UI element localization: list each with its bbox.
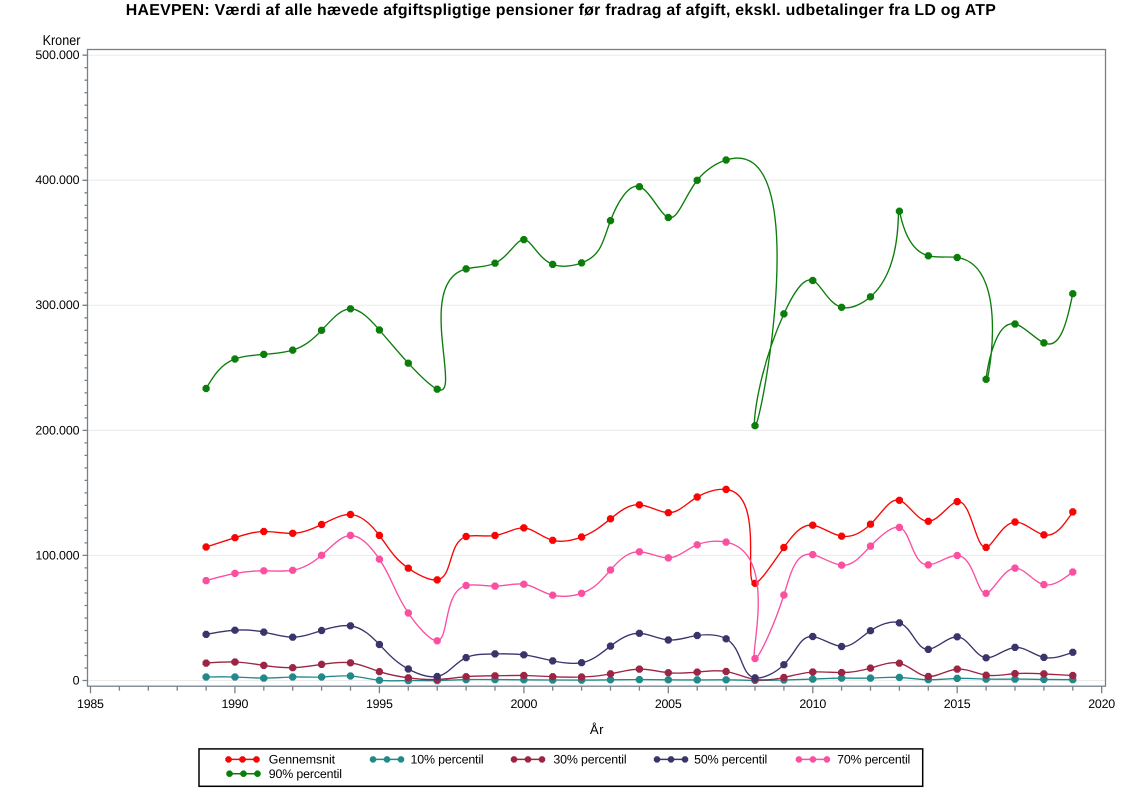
svg-text:Kroner: Kroner	[43, 33, 81, 49]
svg-text:90% percentil: 90% percentil	[269, 767, 342, 781]
svg-text:2000: 2000	[510, 697, 537, 711]
svg-text:400.000: 400.000	[35, 173, 79, 187]
svg-text:200.000: 200.000	[35, 423, 79, 437]
svg-text:30% percentil: 30% percentil	[553, 753, 626, 767]
svg-text:HAEVPEN: Værdi af alle hævede: HAEVPEN: Værdi af alle hævede afgiftspli…	[126, 2, 996, 19]
svg-text:50% percentil: 50% percentil	[694, 753, 767, 767]
svg-text:500.000: 500.000	[35, 48, 79, 62]
svg-text:1985: 1985	[77, 697, 104, 711]
svg-text:70% percentil: 70% percentil	[837, 753, 910, 767]
svg-text:År: År	[590, 722, 604, 737]
svg-text:2005: 2005	[655, 697, 682, 711]
svg-text:1990: 1990	[221, 697, 248, 711]
svg-text:100.000: 100.000	[35, 548, 79, 562]
svg-text:Gennemsnit: Gennemsnit	[269, 753, 336, 767]
svg-text:0: 0	[73, 673, 80, 687]
svg-text:300.000: 300.000	[35, 298, 79, 312]
svg-text:2010: 2010	[799, 697, 826, 711]
svg-text:2020: 2020	[1088, 697, 1115, 711]
svg-text:10% percentil: 10% percentil	[411, 753, 484, 767]
svg-text:1995: 1995	[366, 697, 393, 711]
svg-text:2015: 2015	[944, 697, 971, 711]
